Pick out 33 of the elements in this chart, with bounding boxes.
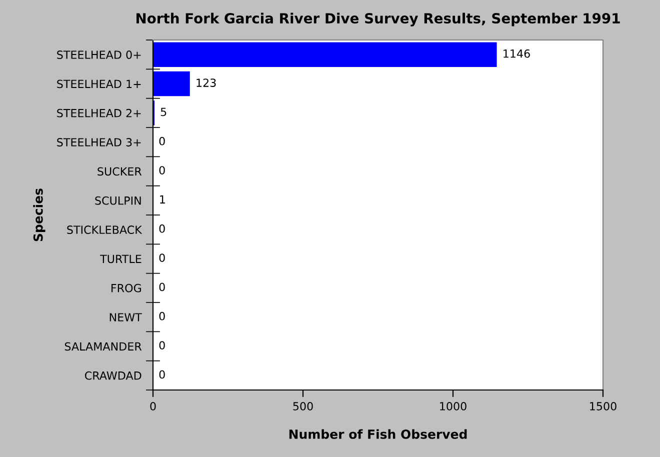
y-tick-label: CRAWDAD (84, 371, 142, 380)
y-tick-label: TURTLE (100, 254, 142, 264)
data-label: 0 (159, 254, 165, 262)
data-label: 1 (160, 195, 165, 204)
data-label: 0 (159, 341, 165, 350)
data-label: 0 (159, 224, 165, 233)
data-label: 5 (160, 108, 166, 116)
data-label: 0 (159, 136, 165, 146)
data-label: 0 (159, 312, 165, 320)
data-label: 1146 (504, 49, 530, 58)
y-tick-label: STEELHEAD 2+ (57, 108, 141, 118)
x-tick-label: 1000 (440, 402, 466, 410)
y-tick-label: STEELHEAD 1+ (57, 80, 141, 88)
y-tick-label: SALAMANDER (64, 342, 142, 351)
y-tick-label: STICKLEBACK (67, 226, 142, 234)
bar (153, 71, 190, 96)
data-label: 0 (159, 166, 165, 174)
y-tick-label: SUCKER (98, 167, 142, 176)
data-label: 0 (159, 370, 165, 379)
data-label: 0 (159, 282, 165, 292)
y-tick-label: NEWT (110, 313, 142, 322)
y-tick-label: SCULPIN (95, 196, 141, 205)
x-tick-label: 0 (150, 402, 156, 410)
y-tick-label: STEELHEAD 0+ (57, 50, 141, 59)
x-axis-title: Number of Fish Observed (289, 429, 467, 439)
bar (153, 42, 497, 67)
y-tick-label: FROG (112, 284, 141, 292)
y-axis-title: Species (33, 188, 46, 242)
y-tick-label: STEELHEAD 3+ (57, 138, 141, 146)
x-tick-label: 500 (293, 402, 313, 410)
data-label: 123 (196, 78, 216, 87)
chart-title: North Fork Garcia River Dive Survey Results, September 1991 (136, 12, 620, 26)
x-tick-label: 1500 (590, 402, 616, 410)
